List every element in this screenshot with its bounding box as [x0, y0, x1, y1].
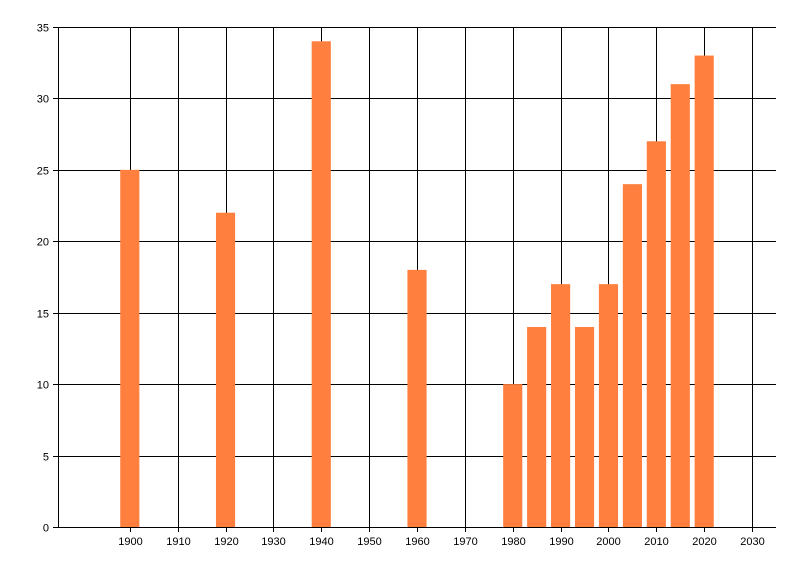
- bar: [120, 169, 140, 527]
- x-tick-label: 2000: [596, 536, 620, 548]
- y-tick-label: 35: [37, 23, 49, 35]
- x-tick-label: 1970: [453, 536, 477, 548]
- y-tick-label: 25: [37, 166, 49, 178]
- bar: [215, 212, 236, 527]
- y-tick-label: 5: [43, 452, 49, 464]
- bar: [646, 141, 666, 528]
- x-tick-label: 1920: [214, 536, 238, 548]
- x-tick-label: 1990: [549, 536, 573, 548]
- x-tick-label: 1910: [166, 536, 190, 548]
- bar: [670, 84, 690, 528]
- y-tick-label: 15: [37, 309, 49, 321]
- axes: [53, 27, 776, 532]
- x-tick-label: 1960: [405, 536, 429, 548]
- x-tick-label: 2020: [692, 536, 716, 548]
- x-tick-label: 1940: [309, 536, 333, 548]
- bar: [622, 184, 642, 527]
- bar: [598, 284, 619, 527]
- bar: [551, 284, 571, 527]
- x-tick-label: 1950: [357, 536, 381, 548]
- tick-labels: 0 5 10 15 20 25 30 35 1900 1910 1920 1930 1940 1950 19…: [37, 23, 765, 549]
- bar: [503, 384, 523, 527]
- x-tick-label: 2030: [740, 536, 764, 548]
- bar: [311, 41, 331, 528]
- x-tick-label: 1930: [261, 536, 285, 548]
- bar: [694, 55, 714, 527]
- y-tick-label: 0: [43, 523, 49, 535]
- x-tick-label: 1980: [501, 536, 525, 548]
- bars: [120, 41, 714, 528]
- y-tick-label: 10: [37, 380, 49, 392]
- bar: [574, 327, 595, 527]
- y-tick-label: 20: [37, 237, 49, 249]
- bar: [527, 327, 547, 527]
- bar: [407, 269, 427, 527]
- y-tick-label: 30: [37, 94, 49, 106]
- x-tick-label: 2010: [644, 536, 668, 548]
- x-tick-label: 1900: [118, 536, 142, 548]
